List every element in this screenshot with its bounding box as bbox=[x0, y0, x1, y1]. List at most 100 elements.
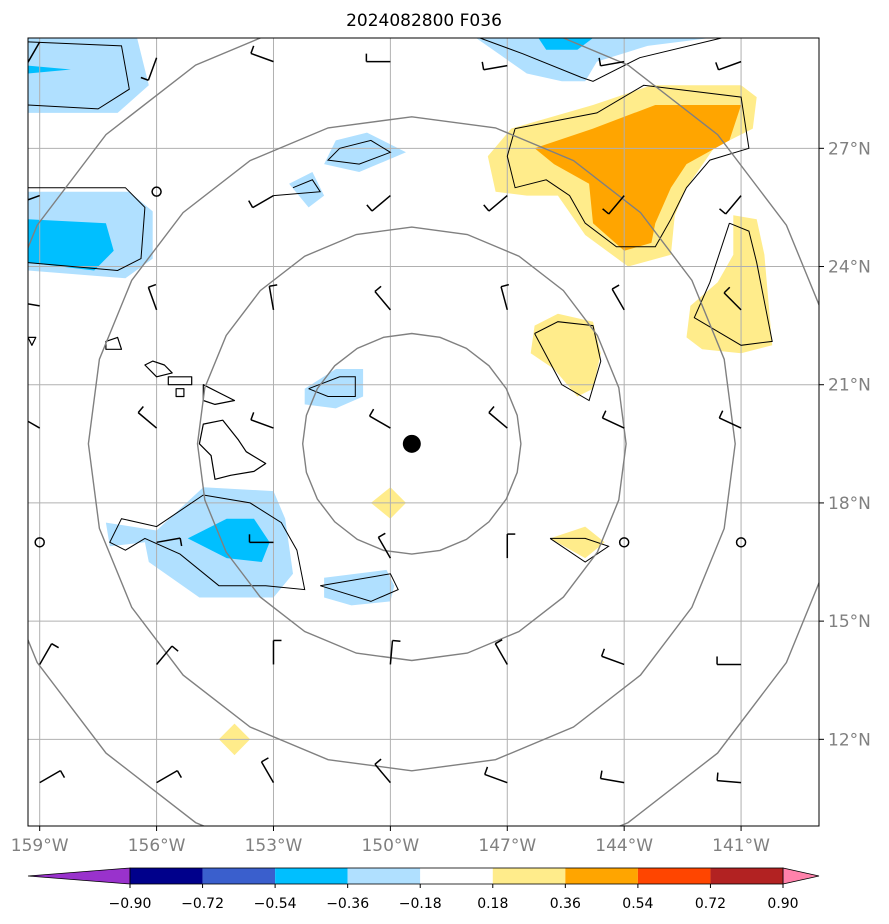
shaded-region-9 bbox=[324, 569, 395, 606]
coastline-4 bbox=[175, 388, 185, 398]
range-rings bbox=[28, 38, 819, 826]
wind-barb-39 bbox=[494, 639, 508, 665]
coastline-1 bbox=[28, 336, 37, 346]
wind-barb-41 bbox=[716, 656, 742, 666]
colorbar-segment-7 bbox=[637, 868, 711, 884]
colorbar-tick-label-4: −0.18 bbox=[399, 896, 442, 912]
wind-barb-30 bbox=[248, 534, 274, 544]
wind-barb-1 bbox=[140, 57, 158, 81]
lon-tick-label-1: 156°W bbox=[128, 836, 186, 856]
wind-barb-29 bbox=[156, 537, 183, 547]
wind-barb-24 bbox=[368, 408, 391, 429]
colorbar-tick-label-8: 0.72 bbox=[695, 896, 726, 912]
wind-barb-31 bbox=[377, 532, 392, 559]
wind-barb-35 bbox=[39, 643, 59, 665]
contour-line-7 bbox=[479, 38, 722, 82]
map-title: 2024082800 F036 bbox=[346, 11, 502, 31]
shaded-region-0 bbox=[28, 38, 149, 113]
wind-barb-15 bbox=[147, 283, 158, 311]
wind-barb-20 bbox=[723, 286, 742, 311]
contour-line-6 bbox=[320, 573, 399, 602]
wind-barb-9 bbox=[248, 194, 274, 209]
contour-line-5 bbox=[109, 494, 306, 591]
wind-barb-14 bbox=[28, 303, 40, 307]
wind-barb-5 bbox=[598, 57, 625, 67]
wind-barb-25 bbox=[488, 406, 508, 429]
lon-tick-label-5: 144°W bbox=[595, 836, 653, 856]
wind-barb-19 bbox=[611, 284, 625, 311]
wind-barbs bbox=[28, 41, 747, 784]
colorbar-extend-high bbox=[782, 867, 820, 885]
wind-barb-8 bbox=[151, 186, 162, 197]
colorbar-segment-4 bbox=[420, 868, 493, 884]
contour-line-1 bbox=[28, 187, 146, 272]
colorbar-segment-8 bbox=[710, 868, 783, 884]
lon-tick-label-2: 153°W bbox=[245, 836, 303, 856]
colorbar-extend-low bbox=[27, 867, 131, 885]
shaded-region-15 bbox=[530, 313, 601, 397]
lon-tick-label-6: 141°W bbox=[712, 836, 770, 856]
shaded-region-6 bbox=[304, 369, 364, 409]
wind-barb-2 bbox=[250, 45, 274, 63]
shaded-region-3 bbox=[28, 219, 114, 271]
lat-tick-label-5: 27°N bbox=[828, 139, 871, 159]
wind-barb-45 bbox=[374, 758, 391, 784]
range-ring-2 bbox=[87, 116, 736, 772]
colorbar-tick-label-2: −0.54 bbox=[254, 896, 297, 912]
map-frame bbox=[27, 37, 820, 827]
range-ring-0 bbox=[301, 332, 522, 555]
wind-barb-40 bbox=[600, 648, 625, 666]
wind-barb-22 bbox=[137, 406, 158, 429]
longitude-tick-labels: 159°W 156°W 153°W 150°W 147°W 144°W 141°W bbox=[11, 826, 770, 856]
contour-line-4 bbox=[308, 376, 356, 397]
range-ring-3 bbox=[28, 38, 819, 826]
colorbar-tick-label-1: −0.72 bbox=[181, 896, 224, 912]
anomaly-contours bbox=[28, 38, 773, 602]
shaded-region-1 bbox=[28, 65, 71, 74]
contour-line-11 bbox=[549, 537, 610, 563]
wind-barb-11 bbox=[483, 195, 508, 212]
center-marker bbox=[402, 434, 421, 453]
wind-barb-17 bbox=[374, 285, 391, 311]
wind-barb-37 bbox=[272, 639, 282, 665]
shaded-region-11 bbox=[538, 38, 593, 50]
colorbar-segment-2 bbox=[275, 868, 348, 884]
lat-tick-label-3: 21°N bbox=[828, 376, 871, 396]
contour-line-8 bbox=[506, 84, 750, 248]
colorbar-tick-label-6: 0.36 bbox=[550, 896, 581, 912]
wind-barb-48 bbox=[716, 772, 742, 784]
anomaly-shading bbox=[28, 38, 773, 756]
lat-tick-label-1: 15°N bbox=[828, 612, 871, 632]
colorbar-segment-3 bbox=[347, 868, 421, 884]
lon-tick-label-3: 150°W bbox=[361, 836, 419, 856]
wind-barb-16 bbox=[268, 284, 278, 310]
contour-line-0 bbox=[28, 41, 130, 110]
wind-barb-44 bbox=[260, 757, 275, 784]
coastline-6 bbox=[198, 419, 267, 480]
lon-tick-label-4: 147°W bbox=[478, 836, 536, 856]
shaded-region-13 bbox=[534, 105, 742, 251]
wind-barb-47 bbox=[599, 770, 625, 784]
wind-barb-43 bbox=[156, 770, 183, 784]
coastline-0 bbox=[105, 336, 123, 350]
colorbar-tick-label-5: 0.18 bbox=[477, 896, 508, 912]
wind-barb-36 bbox=[156, 645, 179, 665]
wind-barb-46 bbox=[484, 766, 508, 784]
contour-line-3 bbox=[273, 179, 322, 197]
wind-barb-27 bbox=[718, 410, 742, 429]
wind-barb-38 bbox=[389, 639, 401, 665]
wind-barb-42 bbox=[39, 770, 66, 784]
colorbar: −0.90 −0.72 −0.54 −0.36 −0.18 0.18 0.36 0.54 0.7… bbox=[27, 867, 820, 912]
wind-barb-33 bbox=[618, 537, 630, 548]
colorbar-tick-label-3: −0.36 bbox=[326, 896, 369, 912]
wind-barb-26 bbox=[601, 410, 625, 429]
contour-line-10 bbox=[534, 321, 602, 402]
shaded-region-8 bbox=[187, 518, 270, 562]
coastline-2 bbox=[144, 360, 173, 378]
wind-barb-6 bbox=[715, 60, 742, 71]
storm-center bbox=[402, 434, 421, 453]
range-ring-1 bbox=[196, 226, 627, 662]
wind-barb-10 bbox=[366, 195, 391, 212]
wind-barb-12 bbox=[602, 195, 625, 215]
